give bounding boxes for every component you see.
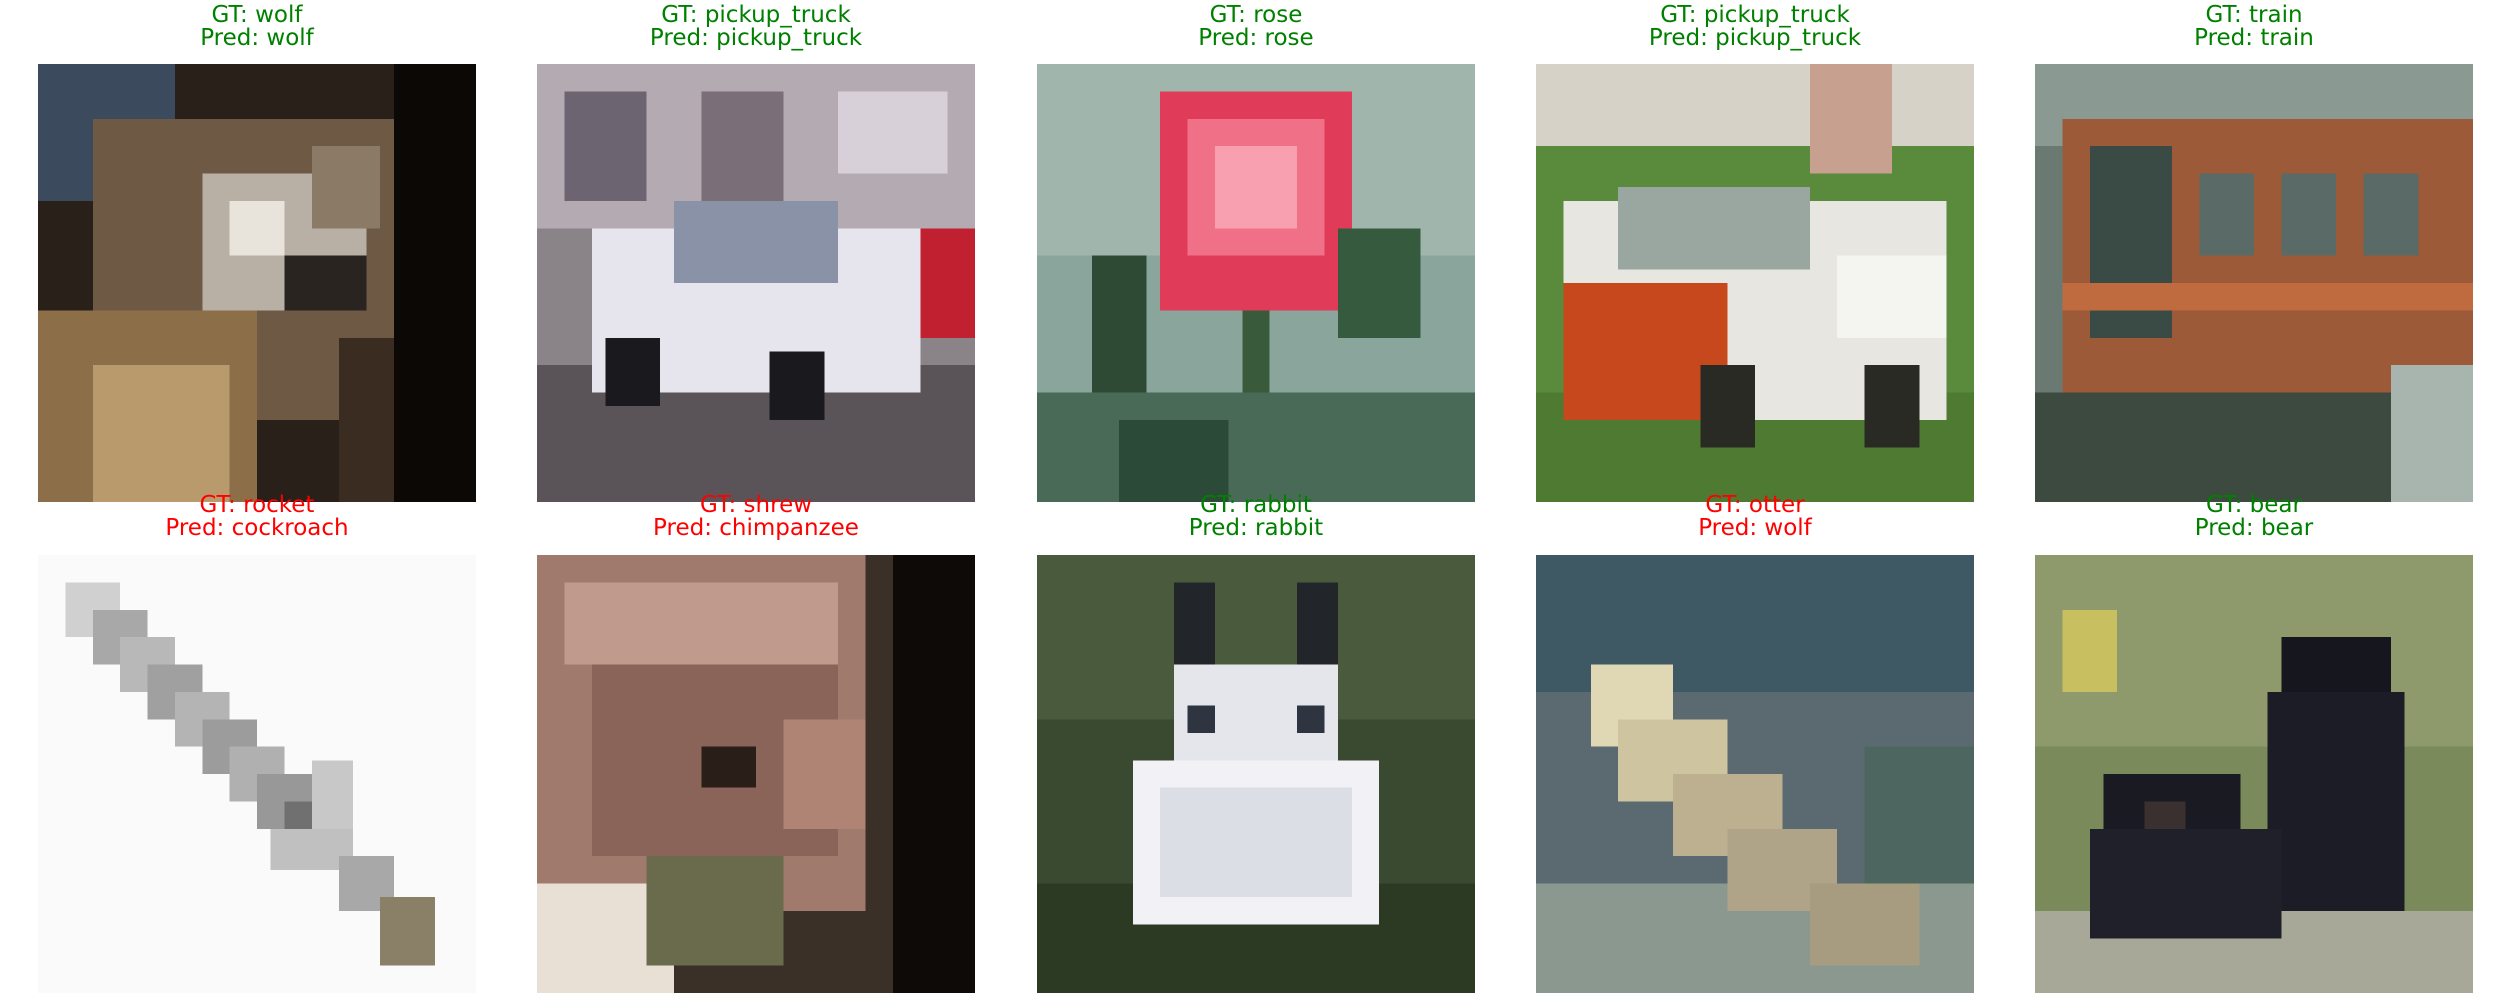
gt-label: GT: rabbit bbox=[1200, 492, 1312, 518]
panel-image-pickup-truck bbox=[1536, 64, 1974, 502]
panel-caption: GT: otter Pred: wolf bbox=[1536, 494, 1974, 540]
panel-image-train bbox=[2035, 64, 2473, 502]
panel-image-wolf bbox=[38, 64, 476, 502]
panel-caption: GT: wolf Pred: wolf bbox=[38, 4, 476, 50]
gt-label: GT: rose bbox=[1209, 2, 1303, 28]
panel-image-pickup-truck bbox=[537, 64, 975, 502]
pred-label: Pred: rose bbox=[1198, 25, 1314, 51]
panel-caption: GT: rose Pred: rose bbox=[1037, 4, 1475, 50]
pred-label: Pred: chimpanzee bbox=[653, 515, 859, 541]
panel-caption: GT: pickup_truck Pred: pickup_truck bbox=[537, 4, 975, 50]
panel-caption: GT: bear Pred: bear bbox=[2035, 494, 2473, 540]
gt-label: GT: wolf bbox=[211, 2, 303, 28]
panel-caption: GT: train Pred: train bbox=[2035, 4, 2473, 50]
gt-label: GT: otter bbox=[1705, 492, 1805, 518]
panel-caption: GT: rabbit Pred: rabbit bbox=[1037, 494, 1475, 540]
pred-label: Pred: wolf bbox=[200, 25, 314, 51]
panel-image-rabbit bbox=[1037, 555, 1475, 993]
panel-caption: GT: shrew Pred: chimpanzee bbox=[537, 494, 975, 540]
panel-image-shrew bbox=[537, 555, 975, 993]
gt-label: GT: pickup_truck bbox=[661, 2, 851, 28]
panel-caption: GT: pickup_truck Pred: pickup_truck bbox=[1536, 4, 1974, 50]
panel-image-otter bbox=[1536, 555, 1974, 993]
pred-label: Pred: rabbit bbox=[1188, 515, 1324, 541]
panel-image-rocket bbox=[38, 555, 476, 993]
pred-label: Pred: train bbox=[2194, 25, 2314, 51]
pred-label: Pred: cockroach bbox=[165, 515, 349, 541]
gt-label: GT: shrew bbox=[699, 492, 813, 518]
pred-label: Pred: wolf bbox=[1698, 515, 1812, 541]
pred-label: Pred: pickup_truck bbox=[1648, 25, 1862, 51]
pred-label: Pred: bear bbox=[2194, 515, 2314, 541]
panel-image-bear bbox=[2035, 555, 2473, 993]
pred-label: Pred: pickup_truck bbox=[649, 25, 863, 51]
panel-image-rose bbox=[1037, 64, 1475, 502]
gt-label: GT: train bbox=[2205, 2, 2303, 28]
gt-label: GT: rocket bbox=[199, 492, 315, 518]
panel-caption: GT: rocket Pred: cockroach bbox=[38, 494, 476, 540]
gt-label: GT: pickup_truck bbox=[1660, 2, 1850, 28]
gt-label: GT: bear bbox=[2206, 492, 2302, 518]
